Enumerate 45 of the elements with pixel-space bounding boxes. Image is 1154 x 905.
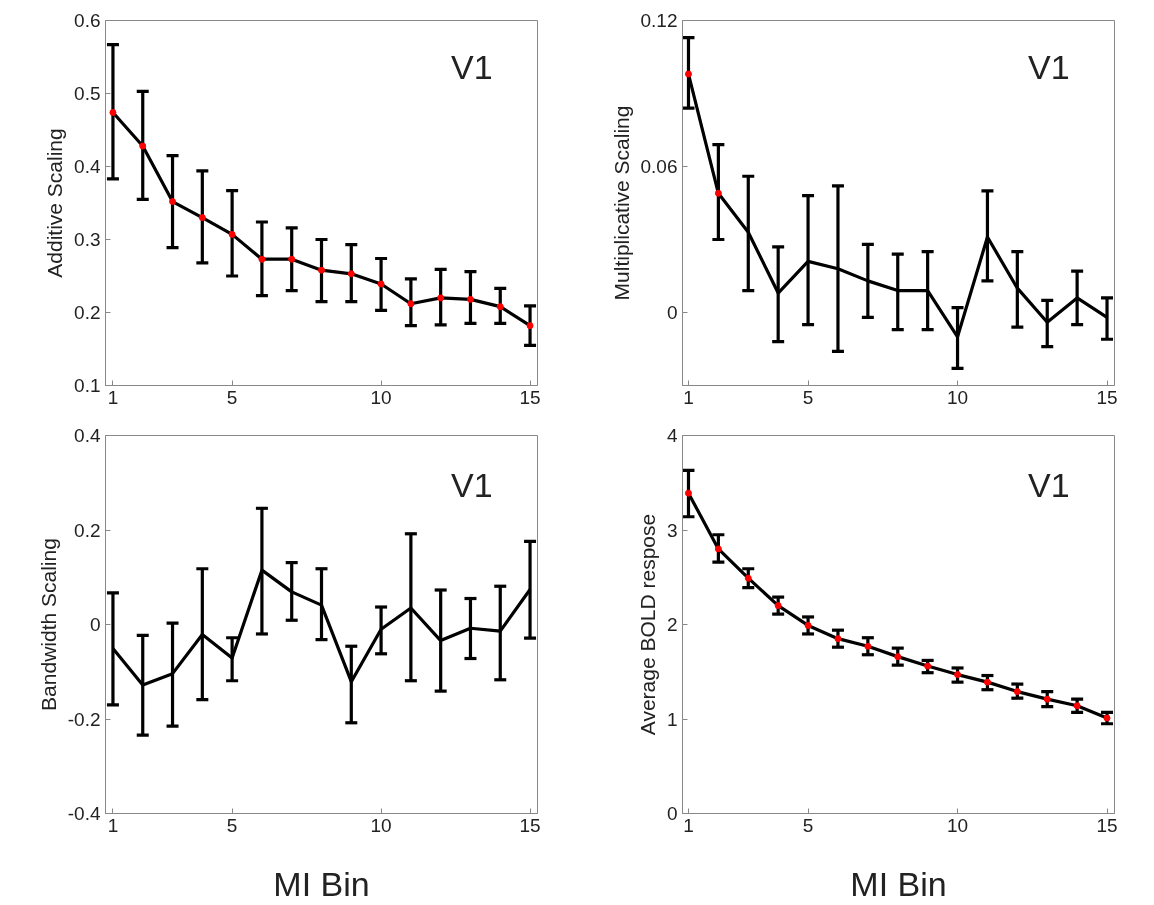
x-tick-label: 1 xyxy=(107,386,119,408)
y-tick-label: 0.1 xyxy=(74,375,101,396)
x-tick-label: 1 xyxy=(107,814,119,836)
x-tick-label: 5 xyxy=(802,814,814,836)
y-tick-label: 0.06 xyxy=(640,156,678,177)
y-tick-label: 1 xyxy=(666,708,678,730)
y-tick-label: 0.4 xyxy=(74,156,101,177)
x-tick-label: 15 xyxy=(519,814,541,836)
y-axis-title: Bandwidth Scaling xyxy=(36,538,60,711)
annotation: V1 xyxy=(451,48,493,87)
y-tick-label: 2 xyxy=(666,614,678,635)
y-tick-label: 0.5 xyxy=(74,83,101,104)
y-tick-label: 0 xyxy=(666,302,678,323)
y-axis-title: Additive Scaling xyxy=(43,128,67,278)
y-tick-label: 0.2 xyxy=(74,519,101,541)
y-axis-title: Average BOLD respose xyxy=(635,513,659,736)
x-tick-label: 10 xyxy=(946,386,969,408)
y-tick-label: 0.6 xyxy=(74,10,101,31)
annotation: V1 xyxy=(451,465,493,504)
x-tick-label: 10 xyxy=(946,814,969,836)
x-axis-title: MI Bin xyxy=(273,864,370,903)
y-tick-label: 4 xyxy=(666,425,678,446)
x-tick-label: 1 xyxy=(683,386,694,408)
y-axis-title: Multiplicative Scaling xyxy=(609,105,633,301)
annotation: V1 xyxy=(1028,48,1070,87)
x-axis-title: MI Bin xyxy=(850,864,947,903)
x-tick-label: 5 xyxy=(802,386,814,408)
x-tick-label: 5 xyxy=(226,814,238,836)
y-tick-label: 3 xyxy=(666,519,678,541)
annotation: V1 xyxy=(1028,465,1070,504)
x-tick-label: 15 xyxy=(1096,814,1118,836)
y-tick-label: -0.4 xyxy=(67,803,101,824)
y-tick-label: 0 xyxy=(666,803,678,824)
x-tick-label: 10 xyxy=(370,386,392,408)
y-tick-label: 0 xyxy=(89,614,101,635)
y-tick-label: -0.2 xyxy=(67,708,101,730)
y-tick-label: 0.2 xyxy=(74,302,101,323)
x-tick-label: 15 xyxy=(1096,386,1118,408)
x-tick-label: 15 xyxy=(519,386,541,408)
y-tick-label: 0.12 xyxy=(640,10,678,31)
y-tick-label: 0.4 xyxy=(74,425,101,446)
x-tick-label: 10 xyxy=(370,814,392,836)
y-tick-label: 0.3 xyxy=(74,229,101,250)
x-tick-label: 1 xyxy=(683,814,694,836)
x-tick-label: 5 xyxy=(226,386,238,408)
